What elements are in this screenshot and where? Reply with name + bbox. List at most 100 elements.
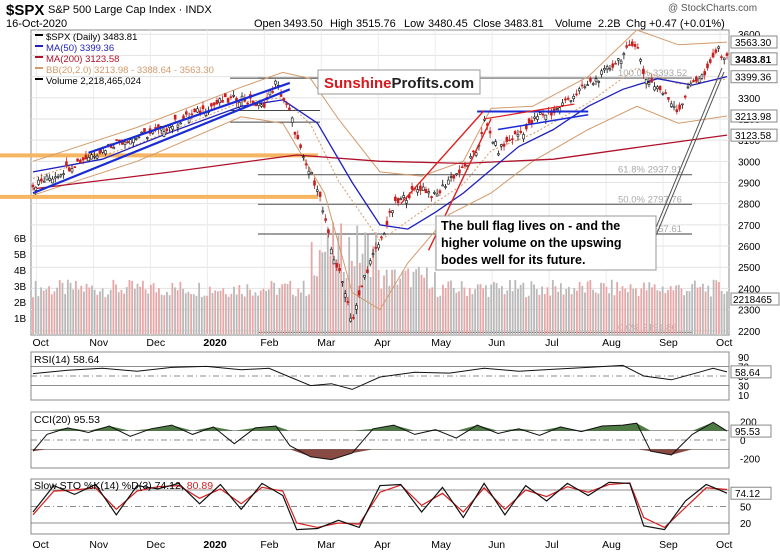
volume-bar — [570, 294, 573, 334]
volume-bar — [262, 288, 265, 334]
volume-bar — [112, 279, 115, 334]
price-tick-label: 2800 — [738, 200, 761, 211]
candle-body — [577, 88, 581, 92]
candle-body — [313, 180, 316, 186]
candle-body — [73, 166, 77, 168]
candle-body — [343, 293, 347, 298]
x-tick-label: Dec — [146, 539, 165, 551]
candle-body — [424, 188, 428, 194]
volume-bar — [428, 288, 431, 334]
volume-bar — [246, 284, 249, 334]
candle-body — [405, 200, 408, 204]
candle-body — [31, 184, 35, 188]
callout-pointer-1 — [654, 67, 723, 231]
candle-body — [488, 130, 492, 134]
x-tick-label: Apr — [374, 539, 391, 551]
volume-bar — [420, 274, 423, 334]
candle-body — [81, 157, 85, 161]
volume-bar — [514, 280, 517, 334]
candle-body — [324, 218, 327, 221]
cci-tick-label: 0 — [740, 436, 746, 447]
volume-bar — [551, 280, 554, 334]
x-axis-labels-bottom: Oct Nov Dec 2020 Feb Mar Apr May Jun Jul Aug Sep Oct — [32, 539, 732, 551]
candle-body — [377, 244, 380, 249]
volume-bar — [241, 293, 243, 334]
candle-body — [221, 99, 224, 103]
candle-body — [290, 117, 294, 123]
volume-bar — [482, 288, 485, 334]
candle-body — [650, 78, 654, 83]
quote-line: Open 3493.50 High 3515.76 Low 3480.45 Cl… — [254, 18, 725, 30]
candle-body — [706, 63, 709, 69]
rsi-panel: 103050709058.64 RSI(14) 58.64 — [30, 351, 772, 402]
candle-body — [84, 154, 88, 160]
candle-body — [594, 78, 598, 82]
candle-body — [115, 139, 118, 141]
sto-title-k: Slow STO %K(14) %D(3) 74.12, — [34, 480, 184, 492]
candle-body — [134, 138, 138, 140]
volume-bar — [396, 284, 399, 334]
sto-tag-box — [730, 486, 772, 500]
volume-bar — [439, 295, 442, 334]
volume-bar — [442, 284, 444, 334]
volume-bar — [543, 294, 546, 334]
volume-bar — [525, 297, 527, 334]
candle-body — [374, 247, 378, 249]
legend-label: MA(200) 3123.58 — [46, 54, 119, 65]
chg-label: Chg — [626, 18, 646, 30]
close-label: Close — [473, 18, 501, 30]
candle-body — [460, 166, 464, 169]
candle-body — [695, 76, 698, 82]
volume-bar — [618, 290, 621, 334]
candle-body — [104, 150, 107, 155]
candle-body — [711, 52, 715, 58]
candle-body — [357, 290, 361, 296]
volume-bar — [380, 288, 383, 334]
x-tick-label: Apr — [374, 337, 391, 349]
candle-body — [527, 118, 531, 124]
cci-tick-label: 200 — [740, 417, 757, 428]
volume-bar — [458, 291, 460, 334]
volume-bar — [613, 295, 616, 334]
candle-body — [720, 56, 723, 58]
volume-bar — [629, 284, 632, 334]
volume-bar — [669, 286, 672, 334]
index-full-name: S&P 500 Large Cap Index — [48, 4, 176, 16]
bollinger-lower — [32, 105, 728, 311]
candle-body — [218, 98, 222, 104]
volume-bar — [342, 272, 345, 334]
volume-bar — [640, 288, 643, 334]
chg-value: +0.47 (+0.01%) — [649, 18, 725, 30]
volume-bar — [321, 252, 324, 334]
volume-value: 2.2B — [598, 18, 621, 30]
candle-body — [65, 161, 68, 167]
volume-bar — [66, 279, 69, 334]
volume-bar — [101, 288, 104, 334]
candle-body — [494, 141, 497, 146]
volume-bar — [643, 282, 645, 334]
volume-bar — [361, 253, 364, 334]
price-tick-label: 2400 — [738, 284, 761, 295]
candle-body — [658, 85, 662, 91]
rsi-tick-label: 10 — [738, 391, 750, 402]
price-tick-label: 2700 — [738, 221, 761, 232]
candle-body — [274, 80, 277, 85]
volume-bar — [96, 294, 99, 334]
volume-bar — [624, 288, 627, 334]
volume-bar — [34, 280, 37, 334]
candle-body — [310, 172, 314, 174]
x-tick-label: Oct — [32, 539, 48, 551]
candle-body — [421, 186, 425, 191]
volume-bar — [168, 295, 171, 334]
volume-bar — [125, 287, 128, 334]
volume-bar — [565, 288, 568, 334]
volume-bar — [466, 295, 468, 334]
volume-bar — [522, 282, 525, 334]
volume-bar — [243, 296, 246, 334]
volume-bar — [359, 262, 361, 334]
volume-bar — [707, 285, 710, 334]
volume-bar — [693, 280, 696, 334]
candle-body — [536, 116, 539, 120]
candle-body — [79, 159, 82, 164]
candle-body — [472, 150, 475, 153]
